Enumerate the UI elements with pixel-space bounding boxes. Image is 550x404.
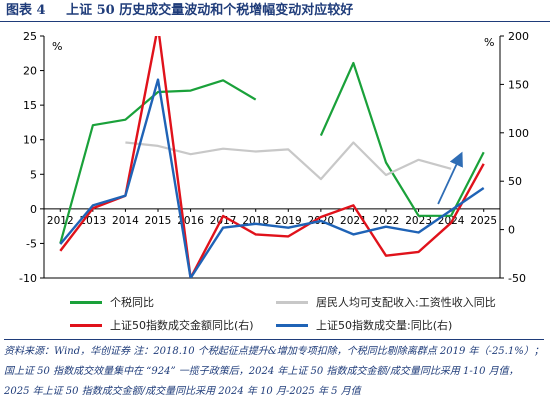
right-tick-label: 100 (508, 127, 529, 140)
trend-arrow (437, 151, 463, 205)
legend-item-turnover: 上证50指数成交金额同比(右) (70, 317, 254, 333)
left-tick-label: 5 (30, 168, 37, 181)
legend-swatch-turnover (70, 323, 102, 327)
legend-item-tax: 个税同比 (70, 294, 154, 310)
right-tick-label: 50 (508, 175, 522, 188)
x-tick-label: 2015 (145, 215, 172, 227)
source-note: 资料来源：Wind，华创证券 注：2018.10 个税起征点提升&增加专项扣除，… (4, 339, 544, 402)
legend-swatch-wage (276, 300, 308, 304)
right-tick-label: 200 (508, 30, 529, 43)
series-turnover-yoy-line (59, 36, 485, 278)
right-tick-label: 150 (508, 78, 529, 91)
left-tick-label: 20 (23, 65, 37, 78)
legend-label-turnover: 上证50指数成交金额同比(右) (110, 319, 254, 332)
legend-label-volume: 上证50指数成交量:同比(右) (316, 319, 453, 332)
left-tick-label: 15 (23, 99, 37, 112)
x-tick-label: 2023 (405, 215, 432, 227)
right-axis-unit: % (484, 36, 494, 49)
legend-item-volume: 上证50指数成交量:同比(右) (276, 317, 452, 333)
left-tick-label: 0 (30, 203, 37, 216)
x-tick-label: 2012 (47, 215, 74, 227)
legend-label-wage: 居民人均可支配收入:工资性收入同比 (316, 296, 496, 309)
legend-swatch-tax (70, 300, 102, 304)
left-tick-label: 25 (23, 30, 37, 43)
series-wage-income-yoy-line (125, 141, 452, 181)
legend-swatch-volume (276, 323, 308, 327)
legend-item-wage: 居民人均可支配收入:工资性收入同比 (276, 294, 496, 310)
figure-number: 图表 4 (6, 3, 46, 18)
series-group (59, 36, 485, 278)
chart-legend: 个税同比 居民人均可支配收入:工资性收入同比 上证50指数成交金额同比(右) 上… (0, 290, 550, 338)
series-volume-yoy-line (59, 78, 485, 278)
x-tick-label: 2014 (112, 215, 139, 227)
left-axis-unit: % (52, 40, 62, 53)
left-tick-label: -5 (26, 237, 37, 250)
left-tick-label: 10 (23, 134, 37, 147)
right-tick-label: 0 (508, 224, 515, 237)
left-tick-label: -10 (19, 272, 37, 285)
figure-title-bar: 图表 4 上证 50 历史成交量波动和个税增幅变动对应较好 (0, 0, 550, 22)
figure-title: 上证 50 历史成交量波动和个税增幅变动对应较好 (66, 3, 354, 18)
right-tick-label: -50 (508, 272, 526, 285)
x-tick-label: 2017 (210, 215, 237, 227)
x-tick-label: 2019 (275, 215, 302, 227)
x-tick-label: 2022 (373, 215, 400, 227)
legend-label-tax: 个税同比 (110, 296, 154, 309)
x-tick-label: 2025 (470, 215, 497, 227)
